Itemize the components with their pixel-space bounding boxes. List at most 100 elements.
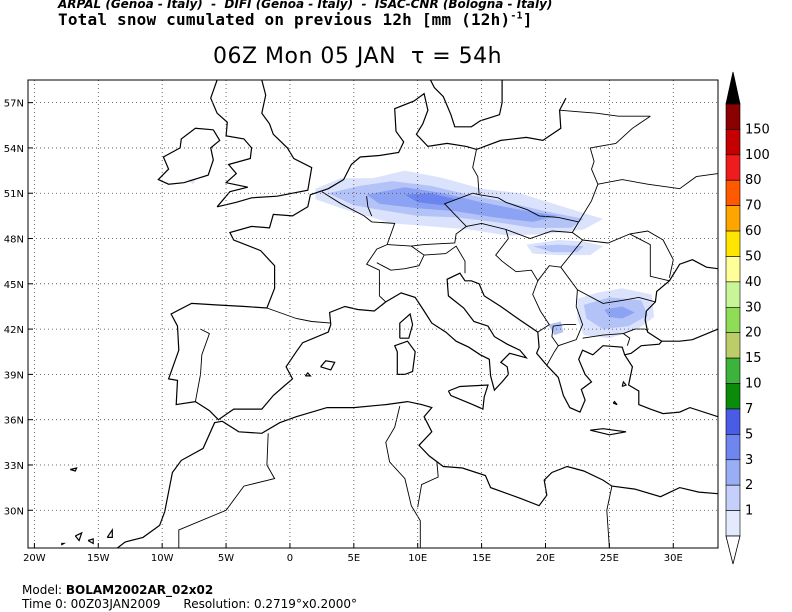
coastline [393, 340, 416, 375]
legend-swatch [725, 459, 741, 486]
lat-tick-label: 54N [4, 144, 24, 155]
country-border [194, 328, 210, 402]
legend-swatch [725, 332, 741, 359]
legend-label: 60 [745, 224, 762, 239]
snow-patch [532, 244, 584, 253]
coastline [117, 511, 166, 548]
lon-tick-label: 15E [472, 553, 491, 564]
footer-time-label: Time 0: 00Z03JAN2009 [22, 597, 161, 611]
country-border [266, 307, 331, 324]
map-title: 06Z Mon 05 JAN τ = 54h [213, 44, 503, 69]
legend-swatch [725, 129, 741, 156]
axis-ticks: 57N 54N 51N 48N 45N 42N 39N 36N 33N 30N 20W 15W 10W 5… [4, 99, 683, 564]
snow-patch [604, 306, 635, 319]
lat-tick-label: 48N [4, 235, 24, 246]
lon-tick-label: 20E [536, 553, 555, 564]
country-border [417, 461, 439, 508]
country-border [178, 433, 276, 548]
coastline [612, 400, 618, 406]
country-border [472, 149, 480, 195]
coastline [157, 127, 221, 185]
lon-tick-label: 5W [218, 553, 234, 564]
lat-tick-label: 33N [4, 461, 24, 472]
lat-tick-label: 42N [4, 325, 24, 336]
country-border [466, 222, 550, 333]
legend-label: 3 [745, 453, 753, 468]
legend-label: 7 [745, 402, 753, 417]
country-border [546, 345, 559, 366]
legend-label: 15 [745, 351, 762, 366]
coastline [624, 354, 718, 418]
lat-tick-label: 30N [4, 506, 24, 517]
legend-swatch [725, 281, 741, 308]
coastline [87, 538, 94, 545]
legend-label: 80 [745, 173, 762, 188]
field-title-close: ] [522, 10, 533, 29]
country-border [376, 254, 425, 271]
legend-label: 100 [745, 148, 770, 163]
lon-tick-label: 20W [23, 553, 46, 564]
lon-tick-label: 5E [347, 553, 360, 564]
legend-swatch [725, 306, 741, 334]
legend-swatch [725, 256, 741, 283]
coastline [399, 312, 414, 339]
coastline [167, 92, 567, 421]
coastline [590, 428, 627, 436]
coastline [210, 80, 253, 208]
coastline [328, 259, 718, 413]
coastline [621, 380, 627, 388]
coastline [106, 527, 113, 538]
legend-swatch [725, 357, 741, 384]
legend-swatch [725, 484, 741, 511]
coastline [74, 531, 83, 542]
footer-model: Model: BOLAM2002AR_02x02 [22, 583, 213, 597]
coastline [320, 360, 336, 371]
legend-swatch [725, 205, 741, 232]
legend-label: 10 [745, 377, 762, 392]
legend-swatch [725, 434, 741, 461]
snow-field [187, 170, 655, 339]
credits-line: ARPAL (Genoa - Italy) - DIFI (Genoa - It… [58, 0, 553, 11]
legend-swatch [725, 383, 741, 410]
coastline [661, 328, 718, 342]
lat-tick-label: 57N [4, 99, 24, 110]
lon-tick-label: 10W [151, 553, 174, 564]
legend-label: 5 [745, 427, 753, 442]
country-border [590, 115, 651, 149]
legend-swatch [725, 408, 741, 435]
lon-tick-label: 0 [287, 553, 293, 564]
legend-label: 2 [745, 478, 753, 493]
legend-label: 20 [745, 326, 762, 341]
legend-label: 150 [745, 122, 770, 137]
field-title-exponent: -1 [510, 10, 523, 22]
legend-swatch [725, 154, 741, 181]
legend-swatch [725, 230, 741, 257]
legend-swatch [725, 103, 741, 130]
country-border [597, 173, 718, 190]
footer-model-label: Model: [22, 583, 66, 597]
coastline [429, 80, 503, 128]
legend-label: 40 [745, 275, 762, 290]
country-border [505, 221, 580, 239]
coastline [304, 371, 312, 377]
legend-swatch [725, 179, 741, 206]
lon-tick-label: 30E [664, 553, 683, 564]
coastline [447, 384, 489, 410]
legend-label: 30 [745, 300, 762, 315]
legend-swatch [725, 510, 741, 537]
legend-label: 70 [745, 199, 762, 214]
legend-top-arrow [725, 71, 741, 105]
lat-tick-label: 45N [4, 280, 24, 291]
country-border [385, 405, 421, 548]
coastline [60, 542, 67, 546]
field-title-text: Total snow cumulated on previous 12h [mm… [58, 10, 511, 29]
lat-tick-label: 51N [4, 189, 24, 200]
field-title: Total snow cumulated on previous 12h [mm… [58, 10, 533, 29]
lon-tick-label: 15W [87, 553, 110, 564]
country-border [606, 486, 613, 548]
country-border [537, 232, 584, 282]
lon-tick-label: 10E [408, 553, 427, 564]
lat-tick-label: 39N [4, 370, 24, 381]
coastline [216, 80, 313, 208]
